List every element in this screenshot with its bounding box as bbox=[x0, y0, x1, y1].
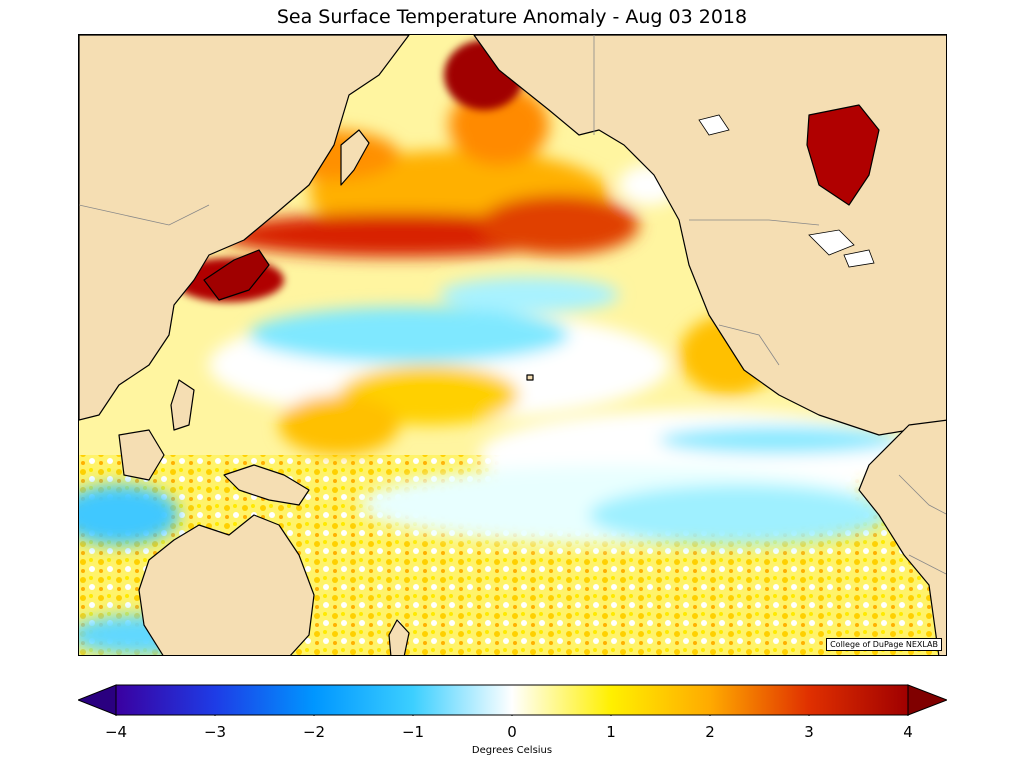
colorbar-ticks bbox=[115, 715, 909, 716]
new-guinea-island bbox=[223, 464, 310, 506]
colorbar-tick-label: 1 bbox=[606, 723, 616, 741]
colorbar bbox=[78, 684, 947, 716]
colorbar-extend-low bbox=[78, 684, 117, 716]
hawaii-islands bbox=[526, 374, 534, 381]
japan-islands bbox=[203, 249, 270, 301]
south-america-landmass bbox=[858, 419, 946, 655]
new-zealand-island bbox=[388, 619, 410, 655]
borneo-island bbox=[118, 429, 165, 481]
political-borders bbox=[79, 35, 946, 575]
colorbar-tick-label: −2 bbox=[302, 723, 326, 741]
australia-landmass bbox=[138, 514, 315, 655]
hudson-bay bbox=[806, 104, 880, 206]
kamchatka-peninsula bbox=[340, 129, 370, 186]
colorbar-label: Degrees Celsius bbox=[471, 745, 553, 756]
colorbar-extend-high bbox=[907, 684, 947, 716]
colorbar-tick-label: 3 bbox=[804, 723, 814, 741]
land-masses bbox=[79, 35, 946, 655]
colorbar-tick-label: 4 bbox=[903, 723, 913, 741]
colorbar-tick-label: 2 bbox=[705, 723, 715, 741]
map-canvas bbox=[79, 35, 946, 655]
colorbar-tick-label: −4 bbox=[104, 723, 128, 741]
philippines-islands bbox=[170, 379, 195, 431]
asia-landmass bbox=[79, 35, 410, 421]
sst-anomaly-map: College of DuPage NEXLAB bbox=[78, 34, 947, 656]
great-lakes bbox=[698, 114, 875, 268]
colorbar-gradient bbox=[115, 684, 909, 716]
colorbar-tick-label: 0 bbox=[507, 723, 517, 741]
map-title: Sea Surface Temperature Anomaly - Aug 03… bbox=[276, 6, 748, 28]
colorbar-tick-label: −1 bbox=[401, 723, 425, 741]
data-source-credit: College of DuPage NEXLAB bbox=[826, 638, 942, 651]
colorbar-tick-label: −3 bbox=[203, 723, 227, 741]
